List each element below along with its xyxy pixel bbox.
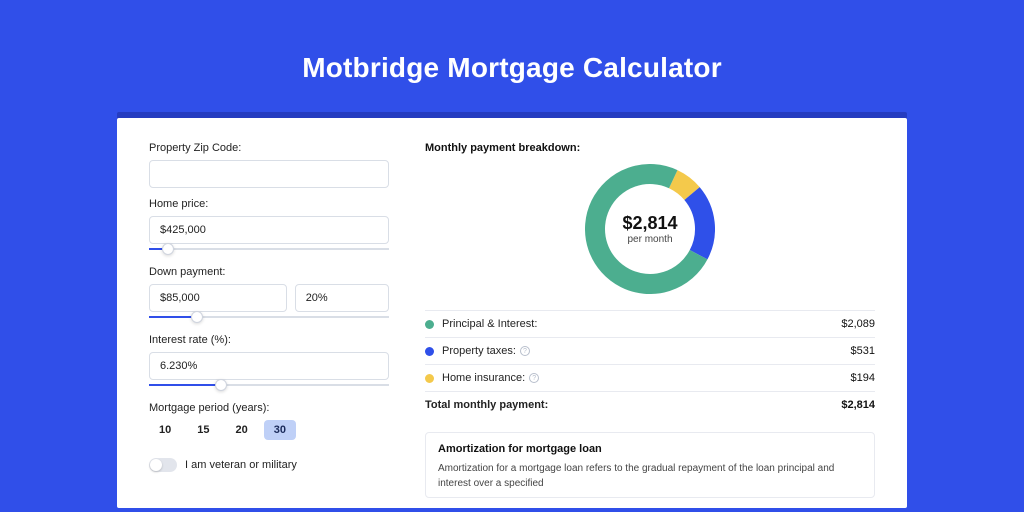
- down-payment-slider[interactable]: [149, 310, 389, 324]
- down-payment-percent-input[interactable]: [295, 284, 389, 312]
- down-payment-amount-input[interactable]: [149, 284, 287, 312]
- interest-rate-label: Interest rate (%):: [149, 334, 389, 346]
- mortgage-period-option[interactable]: 20: [226, 420, 258, 440]
- breakdown-row: Home insurance: ? $194: [425, 364, 875, 391]
- total-row: Total monthly payment: $2,814: [425, 391, 875, 418]
- home-price-input[interactable]: [149, 216, 389, 244]
- mortgage-period-option[interactable]: 15: [187, 420, 219, 440]
- breakdown-item-label: Home insurance: ?: [442, 372, 539, 384]
- home-price-slider[interactable]: [149, 242, 389, 256]
- info-icon[interactable]: ?: [520, 346, 530, 356]
- info-icon[interactable]: ?: [529, 373, 539, 383]
- interest-rate-input[interactable]: [149, 352, 389, 380]
- amortization-card: Amortization for mortgage loan Amortizat…: [425, 432, 875, 498]
- down-payment-label: Down payment:: [149, 266, 389, 278]
- zip-label: Property Zip Code:: [149, 142, 389, 154]
- amortization-body: Amortization for a mortgage loan refers …: [438, 461, 862, 491]
- inputs-panel: Property Zip Code: Home price: Down paym…: [149, 142, 389, 498]
- veteran-toggle[interactable]: [149, 458, 177, 472]
- calculator-card: Property Zip Code: Home price: Down paym…: [117, 118, 907, 508]
- zip-input[interactable]: [149, 160, 389, 188]
- mortgage-period-option[interactable]: 30: [264, 420, 296, 440]
- amortization-title: Amortization for mortgage loan: [438, 443, 862, 455]
- legend-dot: [425, 320, 434, 329]
- breakdown-item-value: $2,089: [841, 318, 875, 330]
- total-value: $2,814: [841, 399, 875, 411]
- legend-dot: [425, 347, 434, 356]
- breakdown-title: Monthly payment breakdown:: [425, 142, 875, 154]
- mortgage-period-label: Mortgage period (years):: [149, 402, 389, 414]
- breakdown-item-label: Principal & Interest:: [442, 318, 537, 330]
- breakdown-item-label: Property taxes: ?: [442, 345, 530, 357]
- results-panel: Monthly payment breakdown: $2,814 per mo…: [425, 142, 875, 498]
- donut-center-value: $2,814: [622, 213, 677, 234]
- legend-dot: [425, 374, 434, 383]
- total-label: Total monthly payment:: [425, 399, 548, 411]
- page-title: Motbridge Mortgage Calculator: [0, 52, 1024, 84]
- mortgage-period-group: 10 15 20 30: [149, 420, 389, 440]
- breakdown-item-value: $531: [851, 345, 875, 357]
- veteran-toggle-label: I am veteran or military: [185, 459, 297, 471]
- home-price-label: Home price:: [149, 198, 389, 210]
- breakdown-row: Principal & Interest: $2,089: [425, 310, 875, 337]
- donut-center-sub: per month: [627, 234, 672, 245]
- breakdown-row: Property taxes: ? $531: [425, 337, 875, 364]
- payment-donut-chart: $2,814 per month: [585, 164, 715, 294]
- interest-rate-slider[interactable]: [149, 378, 389, 392]
- mortgage-period-option[interactable]: 10: [149, 420, 181, 440]
- card-accent-bar: Property Zip Code: Home price: Down paym…: [117, 112, 907, 502]
- breakdown-item-value: $194: [851, 372, 875, 384]
